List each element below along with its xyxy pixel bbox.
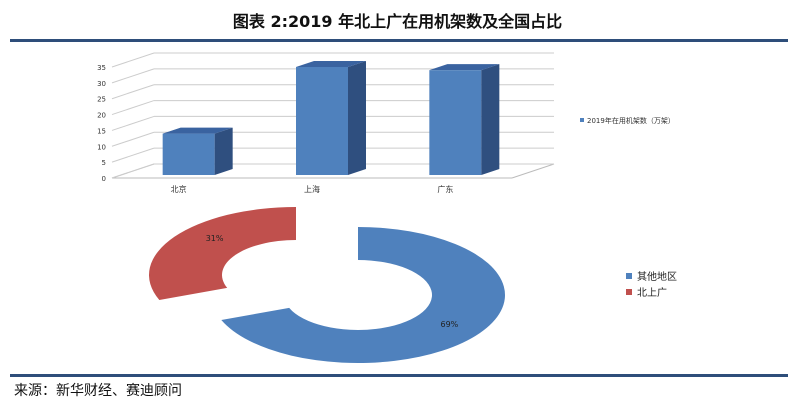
- bar-北京: [162, 133, 215, 175]
- legend-swatch: [580, 118, 584, 122]
- bar-上海: [296, 67, 348, 175]
- legend-label: 2019年在用机架数（万架）: [587, 116, 675, 125]
- bar-top: [162, 127, 233, 134]
- y-tick-label: 15: [97, 127, 106, 135]
- data-label: 31%: [206, 234, 224, 243]
- x-tick-label: 北京: [171, 184, 187, 194]
- donut-slice-其他地区: [221, 227, 505, 363]
- y-tick-label: 35: [97, 64, 106, 72]
- bar-top: [296, 61, 366, 67]
- y-tick-label: 10: [97, 143, 106, 151]
- gridline-side: [111, 163, 155, 179]
- floor-edge: [511, 163, 555, 179]
- x-tick-label: 上海: [304, 184, 320, 194]
- legend-swatch: [626, 289, 632, 295]
- bottom-rule: [10, 374, 788, 377]
- bar-top: [429, 64, 500, 71]
- y-tick-label: 0: [102, 175, 106, 183]
- y-tick-label: 20: [97, 112, 106, 120]
- bar-广东: [429, 70, 482, 175]
- data-label: 69%: [441, 320, 459, 329]
- gridline-side: [111, 84, 155, 100]
- bar-side: [348, 61, 366, 175]
- figure-title: 图表 2:2019 年北上广在用机架数及全国占比: [232, 12, 563, 31]
- legend-label: 北上广: [637, 287, 667, 299]
- bar-side: [214, 127, 233, 175]
- bar-side: [481, 64, 500, 175]
- gridline-side: [111, 52, 155, 68]
- y-tick-label: 5: [102, 159, 106, 167]
- y-tick-label: 30: [97, 80, 106, 88]
- y-tick-label: 25: [97, 96, 106, 104]
- legend-swatch: [626, 273, 632, 279]
- x-tick-label: 广东: [437, 184, 453, 194]
- gridline-side: [111, 115, 155, 131]
- gridline-side: [111, 68, 155, 84]
- donut-slice-北上广: [148, 206, 296, 301]
- source-note: 来源：新华财经、赛迪顾问: [14, 383, 182, 399]
- legend-label: 其他地区: [637, 270, 677, 283]
- gridline-side: [111, 147, 155, 163]
- gridline-side: [111, 131, 155, 147]
- top-rule: [10, 39, 788, 42]
- gridline-side: [111, 100, 155, 116]
